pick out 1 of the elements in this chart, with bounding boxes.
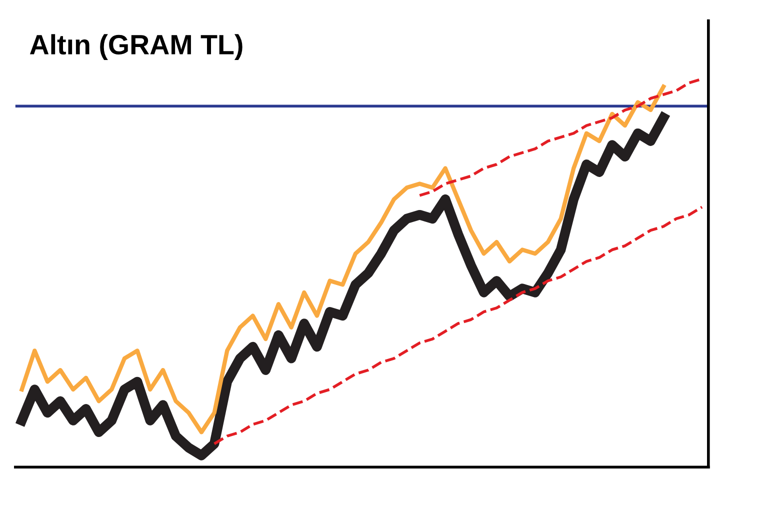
chart-title: Altın (GRAM TL): [30, 34, 242, 60]
